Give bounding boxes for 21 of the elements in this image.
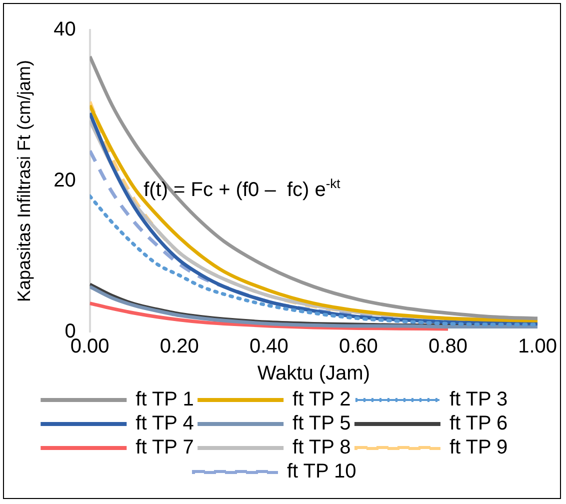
legend-label: ft TP 5 [292,412,351,435]
x-tick-label: 0.80 [428,336,468,358]
legend-label: ft TP 9 [449,436,508,459]
line-series [90,54,538,320]
y-tick-label: 40 [54,18,76,41]
legend-label: ft TP 7 [136,436,194,459]
legend-label: ft TP 6 [449,412,508,435]
x-tick-label: 0.40 [249,336,288,358]
x-axis-title: Waktu (Jam) [257,362,370,385]
legend-label: ft TP 2 [292,388,351,411]
legend-label: ft TP 10 [286,460,356,483]
legend-label: ft TP 4 [136,412,194,435]
x-tick-label: 0.60 [338,336,378,358]
x-tick-label: 0.20 [160,336,199,358]
y-axis-title: Kapasitas Infiltrasi Ft (cm/jam) [14,60,34,302]
y-tick-label: 20 [54,170,76,192]
x-tick-label: 1.00 [518,336,558,358]
line-series [90,302,450,331]
legend-label: ft TP 3 [449,388,508,411]
legend-label: ft TP 8 [292,436,351,459]
legend-label: ft TP 1 [136,388,194,411]
